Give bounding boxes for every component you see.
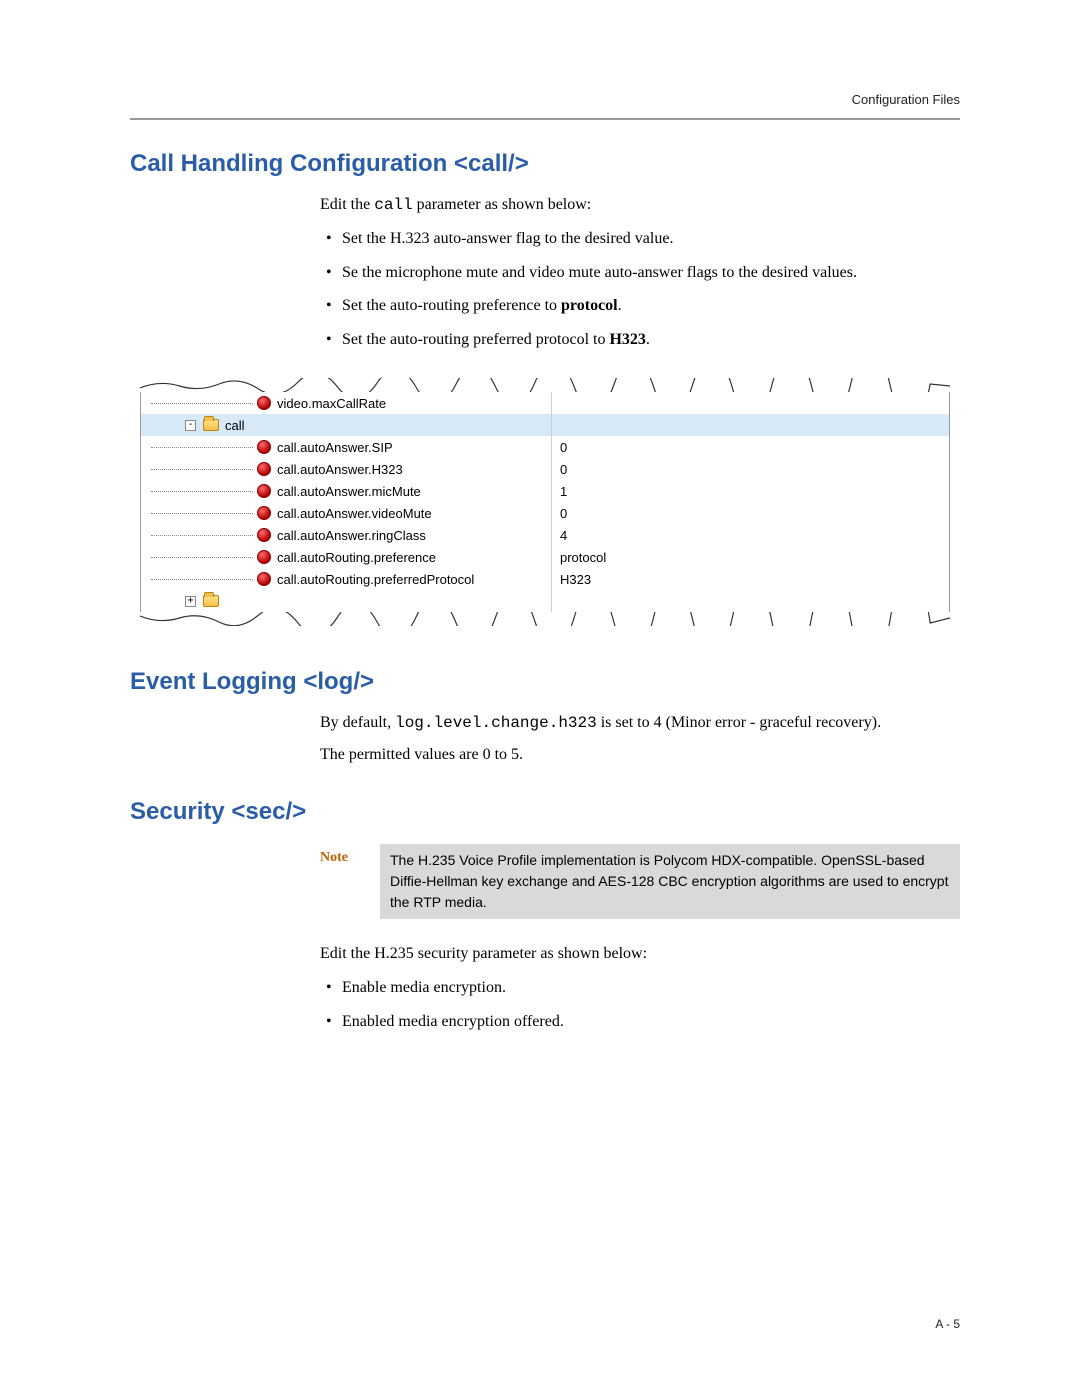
- tree-value: 0: [551, 502, 949, 524]
- tree-key-col: call.autoRouting.preferredProtocol: [141, 572, 551, 587]
- page: Configuration Files Call Handling Config…: [0, 0, 1080, 1397]
- leaf-icon: [257, 484, 271, 498]
- tree-key-col: - call: [141, 418, 551, 433]
- tree-value: 0: [551, 458, 949, 480]
- folder-icon: [203, 419, 219, 431]
- call-bullets: Set the H.323 auto-answer flag to the de…: [320, 228, 960, 350]
- page-number: A - 5: [935, 1317, 960, 1331]
- tree-key-col: video.maxCallRate: [141, 396, 551, 411]
- leaf-icon: [257, 506, 271, 520]
- note-text: The H.235 Voice Profile implementation i…: [380, 844, 960, 919]
- tree-row[interactable]: - call: [141, 414, 949, 436]
- tree-key-label: video.maxCallRate: [277, 396, 386, 411]
- torn-edge-top: [140, 378, 950, 392]
- tree-row[interactable]: call.autoRouting.preference protocol: [141, 546, 949, 568]
- log-p1-suffix: is set to 4 (Minor error - graceful reco…: [597, 714, 881, 731]
- tree-key-label: call.autoRouting.preferredProtocol: [277, 572, 474, 587]
- leaf-icon: [257, 572, 271, 586]
- tree-value: 0: [551, 436, 949, 458]
- leaf-icon: [257, 462, 271, 476]
- tree-key-label: call: [225, 418, 245, 433]
- tree-row[interactable]: call.autoAnswer.ringClass 4: [141, 524, 949, 546]
- config-tree: video.maxCallRate - call call.autoAnswer.SI…: [130, 368, 960, 634]
- leaf-icon: [257, 396, 271, 410]
- log-p2: The permitted values are 0 to 5.: [320, 746, 960, 764]
- call-intro-prefix: Edit the: [320, 196, 374, 213]
- tree-value: H323: [551, 568, 949, 590]
- tree-value: 1: [551, 480, 949, 502]
- call-bullet-2: Set the auto-routing preference to proto…: [320, 295, 960, 317]
- tree-row[interactable]: call.autoAnswer.videoMute 0: [141, 502, 949, 524]
- expander-icon[interactable]: +: [185, 596, 196, 607]
- header-title: Configuration Files: [852, 92, 960, 107]
- tree-key-col: call.autoAnswer.SIP: [141, 440, 551, 455]
- tree-value: [551, 590, 949, 612]
- sec-body: Edit the H.235 security parameter as sho…: [320, 945, 960, 1032]
- expander-icon[interactable]: -: [185, 420, 196, 431]
- heading-log: Event Logging <log/>: [130, 668, 960, 696]
- log-p1-prefix: By default,: [320, 714, 395, 731]
- torn-edge-bottom: [140, 612, 950, 626]
- sec-bullet-1: Enabled media encryption offered.: [320, 1011, 960, 1033]
- heading-call: Call Handling Configuration <call/>: [130, 150, 960, 178]
- tree-row[interactable]: call.autoRouting.preferredProtocol H323: [141, 568, 949, 590]
- tree-row[interactable]: +: [141, 590, 949, 612]
- call-bullet-1: Se the microphone mute and video mute au…: [320, 262, 960, 284]
- tree-value: protocol: [551, 546, 949, 568]
- tree-row[interactable]: call.autoAnswer.micMute 1: [141, 480, 949, 502]
- log-p1: By default, log.level.change.h323 is set…: [320, 714, 960, 732]
- tree-value: [551, 392, 949, 414]
- call-intro: Edit the call parameter as shown below:: [320, 196, 960, 214]
- leaf-icon: [257, 550, 271, 564]
- tree-value: 4: [551, 524, 949, 546]
- call-bullet-0: Set the H.323 auto-answer flag to the de…: [320, 228, 960, 250]
- tree-key-col: call.autoAnswer.micMute: [141, 484, 551, 499]
- tree-key-col: +: [141, 595, 551, 607]
- tree-body: video.maxCallRate - call call.autoAnswer.SI…: [140, 392, 950, 612]
- heading-sec: Security <sec/>: [130, 798, 960, 826]
- sec-bullet-0: Enable media encryption.: [320, 977, 960, 999]
- call-intro-code: call: [374, 196, 412, 214]
- call-bullet-3: Set the auto-routing preferred protocol …: [320, 329, 960, 351]
- folder-icon: [203, 595, 219, 607]
- tree-key-label: call.autoAnswer.SIP: [277, 440, 393, 455]
- header-rule: [130, 118, 960, 120]
- tree-key-col: call.autoAnswer.ringClass: [141, 528, 551, 543]
- call-body: Edit the call parameter as shown below: …: [320, 196, 960, 350]
- tree-row[interactable]: call.autoAnswer.H323 0: [141, 458, 949, 480]
- tree-key-col: call.autoRouting.preference: [141, 550, 551, 565]
- tree-key-label: call.autoAnswer.H323: [277, 462, 403, 477]
- leaf-icon: [257, 528, 271, 542]
- tree-value: [551, 414, 949, 436]
- note: Note The H.235 Voice Profile implementat…: [320, 844, 960, 919]
- note-label: Note: [320, 844, 380, 866]
- tree-key-label: call.autoRouting.preference: [277, 550, 436, 565]
- tree-key-col: call.autoAnswer.videoMute: [141, 506, 551, 521]
- call-intro-suffix: parameter as shown below:: [413, 196, 592, 213]
- tree-key-label: call.autoAnswer.micMute: [277, 484, 421, 499]
- tree-key-label: call.autoAnswer.ringClass: [277, 528, 426, 543]
- leaf-icon: [257, 440, 271, 454]
- log-p1-code: log.level.change.h323: [395, 714, 597, 732]
- tree-row[interactable]: call.autoAnswer.SIP 0: [141, 436, 949, 458]
- tree-key-col: call.autoAnswer.H323: [141, 462, 551, 477]
- log-body: By default, log.level.change.h323 is set…: [320, 714, 960, 764]
- tree-row[interactable]: video.maxCallRate: [141, 392, 949, 414]
- tree-key-label: call.autoAnswer.videoMute: [277, 506, 432, 521]
- sec-p1: Edit the H.235 security parameter as sho…: [320, 945, 960, 963]
- sec-bullets: Enable media encryption. Enabled media e…: [320, 977, 960, 1032]
